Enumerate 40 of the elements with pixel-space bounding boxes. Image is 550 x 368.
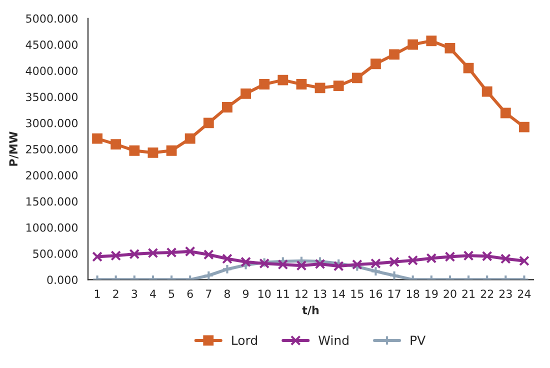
y-tick-label: 3500.000 (26, 92, 78, 102)
y-tick-label: 2000.000 (26, 171, 78, 180)
y-tick-label: 4500.000 (26, 40, 78, 49)
x-tick-label: 16 (370, 290, 382, 298)
x-tick-label: 6 (187, 290, 193, 298)
y-tick-label: 500.000 (33, 250, 78, 258)
x-tick-label: 20 (444, 290, 456, 298)
y-tick-label: 3000.000 (26, 118, 78, 128)
x-tick-label: 8 (224, 290, 230, 298)
x-tick-label: 7 (206, 290, 212, 298)
y-tick-label: 0.000 (47, 276, 78, 284)
x-tick-label: 19 (426, 290, 438, 298)
legend-label: Lord (232, 335, 257, 346)
x-tick-label: 17 (388, 290, 400, 298)
x-axis-title: t/h (302, 306, 319, 316)
x-tick-label: 23 (499, 290, 512, 298)
y-tick-label: 1000.000 (26, 223, 78, 232)
y-tick-label: 2500.000 (26, 145, 78, 154)
x-tick-label: 18 (406, 290, 420, 298)
x-tick-label: 11 (277, 290, 289, 298)
x-tick-label: 2 (113, 290, 118, 298)
x-tick-label: 14 (332, 290, 346, 298)
x-tick-label: 4 (150, 290, 156, 298)
x-tick-label: 22 (480, 290, 494, 298)
x-tick-label: 10 (258, 290, 271, 298)
x-tick-label: 12 (296, 290, 308, 298)
x-tick-label: 1 (94, 290, 100, 298)
y-tick-label: 5000.000 (26, 14, 78, 23)
x-tick-label: 3 (132, 290, 138, 298)
y-axis-title: P/MW (9, 132, 18, 166)
x-tick-label: 15 (351, 290, 364, 298)
y-tick-label: 1500.000 (26, 197, 78, 206)
legend-label: Wind (318, 335, 348, 346)
x-tick-label: 9 (242, 290, 249, 298)
legend-label: PV (410, 336, 426, 345)
x-tick-label: 5 (168, 290, 174, 298)
x-tick-label: 21 (462, 290, 475, 298)
y-tick-label: 4000.000 (26, 66, 78, 76)
x-tick-label: 13 (314, 290, 326, 298)
x-tick-label: 24 (518, 290, 531, 298)
